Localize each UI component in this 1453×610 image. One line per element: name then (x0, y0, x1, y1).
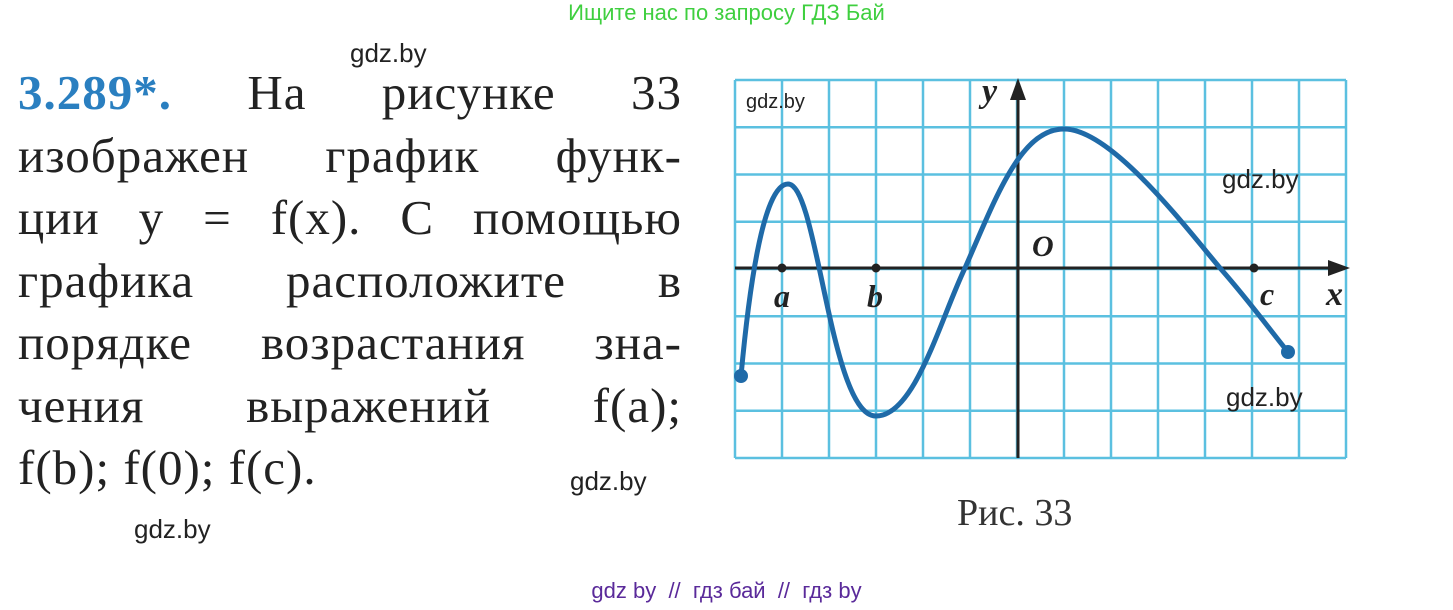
watermark: gdz.by (1222, 164, 1299, 194)
banner: Ищите нас по запросу ГДЗ Бай (568, 0, 885, 25)
point (1249, 263, 1259, 273)
text-line: f(b); f(0); f(c). (18, 440, 317, 495)
problem-text: 3.289*. На рисунке 33 изображен график ф… (18, 62, 682, 500)
caption: Рис. 33 (957, 492, 1072, 534)
origin-label: O (1032, 230, 1054, 263)
text: На рисунке 33 (247, 65, 682, 120)
text-line: графика расположите в (18, 252, 682, 308)
endpoint (734, 369, 748, 383)
problem-number: 3.289*. (18, 65, 172, 120)
text-line: порядке возрастания зна- (18, 315, 682, 370)
axis-label: x (1325, 276, 1343, 313)
point-label: b (867, 278, 883, 314)
curve (738, 126, 1290, 419)
watermark: gdz.by (746, 91, 805, 113)
text-line: чения выражений f(a); (18, 377, 682, 433)
axis-label: y (978, 73, 998, 110)
watermark: gdz.by (134, 514, 211, 544)
endpoint (1281, 345, 1295, 359)
point-label: a (774, 278, 790, 314)
text-line: ции y = f(x). С помощью (18, 190, 682, 245)
point-label: c (1260, 276, 1274, 312)
arrow (1328, 260, 1350, 276)
watermark: gdz.by (570, 466, 647, 496)
point (777, 263, 787, 273)
watermark: gdz.by (350, 38, 427, 68)
watermark: gdz.by (1226, 382, 1303, 412)
footer: gdz by // гдз бай // гдз by (591, 578, 862, 603)
arrow (1010, 78, 1026, 100)
point (871, 263, 881, 273)
text-line: 3.289*. На рисунке 33 (18, 62, 682, 125)
text-line: изображен график функ- (18, 127, 682, 183)
